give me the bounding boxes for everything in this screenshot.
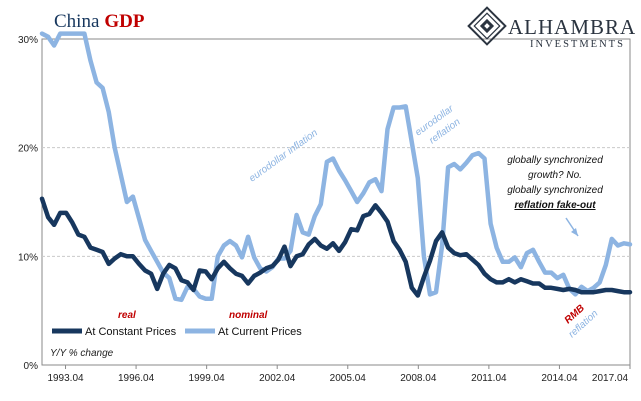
legend-label-constant: At Constant Prices bbox=[85, 326, 177, 338]
legend: At Constant Prices At Current Prices bbox=[52, 326, 302, 338]
series-line-constant-prices bbox=[39, 196, 633, 298]
annotation-real: real bbox=[118, 310, 136, 321]
chart-title-china: China bbox=[54, 11, 100, 32]
logo-name: ALHAMBRA bbox=[508, 15, 636, 39]
x-tick-label: 1996.04 bbox=[118, 373, 155, 384]
x-tick-label: 2008.04 bbox=[400, 373, 437, 384]
logo-emblem-icon bbox=[467, 6, 507, 46]
x-tick-label: 2005.04 bbox=[330, 373, 367, 384]
y-tick-label: 0% bbox=[24, 361, 39, 372]
y-tick-labels: 0% 10% 20% 30% bbox=[18, 35, 38, 372]
x-tick-label: 2002.04 bbox=[259, 373, 296, 384]
series-layer bbox=[39, 31, 633, 303]
chart-title-gdp: GDP bbox=[104, 11, 145, 32]
y-tick-label: 10% bbox=[18, 252, 38, 263]
x-tick-labels: 1993.04 1996.04 1999.04 2002.04 2005.04 2008.… bbox=[47, 365, 631, 384]
annotation-globally-line4: reflation fake-out bbox=[514, 200, 596, 211]
x-tick-label: 2017.04 bbox=[592, 373, 629, 384]
chart-title: China GDP bbox=[54, 11, 145, 32]
x-tick-label: 2014.04 bbox=[541, 373, 578, 384]
annotation-nominal: nominal bbox=[229, 310, 268, 321]
annotation-globally-line1: globally synchronized bbox=[507, 155, 603, 166]
annotation-arrow-icon bbox=[565, 217, 579, 237]
annotation-eurodollar-inflation: eurodollar inflation bbox=[247, 127, 320, 184]
alhambra-logo: ALHAMBRA INVESTMENTS bbox=[467, 6, 636, 50]
legend-item-current: At Current Prices bbox=[185, 326, 302, 338]
series-line-current-prices bbox=[39, 31, 633, 303]
x-tick-label: 1993.04 bbox=[47, 373, 84, 384]
legend-label-current: At Current Prices bbox=[218, 326, 302, 338]
annotation-globally-line3: globally synchronized bbox=[507, 185, 603, 196]
logo-sub: INVESTMENTS bbox=[530, 39, 625, 50]
x-tick-label: 1999.04 bbox=[189, 373, 226, 384]
annotation-globally-line2: growth? No. bbox=[528, 170, 582, 181]
y-tick-label: 20% bbox=[18, 144, 38, 155]
y-units-label: Y/Y % change bbox=[50, 348, 114, 359]
y-tick-label: 30% bbox=[18, 35, 38, 46]
legend-item-constant: At Constant Prices bbox=[52, 326, 177, 338]
x-tick-label: 2011.04 bbox=[471, 373, 507, 384]
grid-layer bbox=[42, 147, 630, 257]
